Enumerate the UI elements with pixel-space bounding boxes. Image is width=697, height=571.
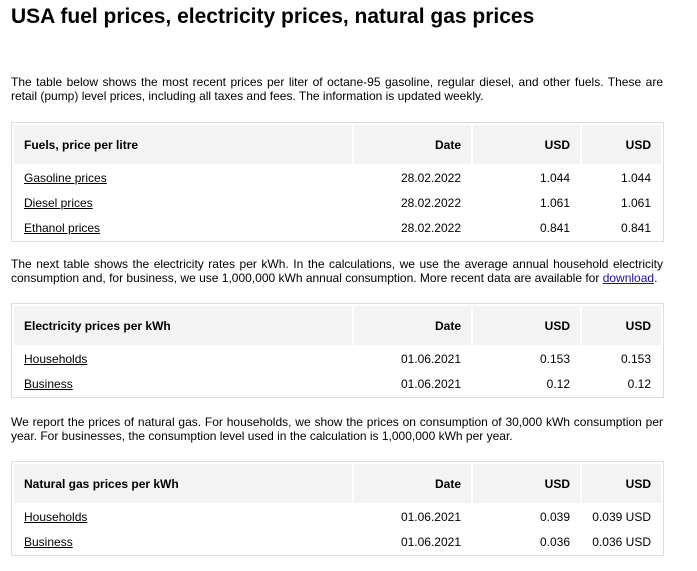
intro-text: The table below shows the most recent pr… xyxy=(11,75,663,103)
gas-table: Natural gas prices per kWh Date USD USD Hous… xyxy=(11,461,664,556)
header-cell: USD xyxy=(582,464,661,503)
header-row: Fuels, price per litre Date USD USD xyxy=(14,125,661,164)
table-row: Households 01.06.2021 0.153 0.153 xyxy=(14,347,661,370)
table-row: Business 01.06.2021 0.12 0.12 xyxy=(14,372,661,395)
table-cell: 28.02.2022 xyxy=(400,170,461,185)
header-cell: USD xyxy=(473,306,580,345)
table-cell: 1.061 xyxy=(620,195,651,210)
table-cell: 0.841 xyxy=(539,220,570,235)
fuel-table: Fuels, price per litre Date USD USD Gasoline… xyxy=(11,122,664,242)
table-cell: 1.044 xyxy=(620,170,651,185)
table-cell: 0.12 xyxy=(546,376,570,391)
table-cell: Ethanol prices xyxy=(14,216,352,239)
table-cell: 0.153 xyxy=(539,351,570,366)
table-cell: 01.06.2021 xyxy=(400,351,461,366)
header-row: Electricity prices per kWh Date USD USD xyxy=(14,306,661,345)
row-link[interactable]: Ethanol prices xyxy=(24,220,101,235)
table-row: Households 01.06.2021 0.039 0.039 USD xyxy=(14,505,661,528)
header-cell: Date xyxy=(354,464,471,503)
table-cell: 01.06.2021 xyxy=(400,534,461,549)
table-row: Diesel prices 28.02.2022 1.061 1.061 xyxy=(14,191,661,214)
header-cell: Natural gas prices per kWh xyxy=(14,464,352,503)
table-cell: 0.039 USD xyxy=(592,509,651,524)
table-cell: 0.036 xyxy=(539,534,570,549)
table-cell: 0.039 xyxy=(539,509,570,524)
text: . xyxy=(654,271,658,285)
header-cell: USD xyxy=(473,125,580,164)
table-row: Gasoline prices 28.02.2022 1.044 1.044 xyxy=(14,166,661,189)
table-cell: Gasoline prices xyxy=(14,166,352,189)
row-link[interactable]: Households xyxy=(24,351,88,366)
electricity-table: Electricity prices per kWh Date USD USD Hous… xyxy=(11,303,664,398)
gas-text: We report the prices of natural gas. For… xyxy=(11,415,663,443)
table-cell: 1.044 xyxy=(539,170,570,185)
table-cell: 0.841 xyxy=(620,220,651,235)
row-link[interactable]: Gasoline prices xyxy=(24,170,107,185)
table-cell: Diesel prices xyxy=(14,191,352,214)
header-cell: Date xyxy=(354,306,471,345)
header-cell: USD xyxy=(582,125,661,164)
table-cell: Households xyxy=(14,505,352,528)
row-link[interactable]: Diesel prices xyxy=(24,195,93,210)
download-link[interactable]: download xyxy=(602,271,655,285)
table-cell: 28.02.2022 xyxy=(400,220,461,235)
table-cell: 0.036 USD xyxy=(592,534,651,549)
table-cell: Business xyxy=(14,372,352,395)
table-row: Business 01.06.2021 0.036 0.036 USD xyxy=(14,530,661,553)
electricity-text: The next table shows the electricity rat… xyxy=(11,257,663,285)
header-cell: Fuels, price per litre xyxy=(14,125,352,164)
table-cell: 01.06.2021 xyxy=(400,376,461,391)
header-cell: USD xyxy=(473,464,580,503)
header-cell: USD xyxy=(582,306,661,345)
table-cell: Business xyxy=(14,530,352,553)
row-link[interactable]: Households xyxy=(24,509,88,524)
header-row: Natural gas prices per kWh Date USD USD xyxy=(14,464,661,503)
table-cell: 0.153 xyxy=(620,351,651,366)
page-title: USA fuel prices, electricity prices, nat… xyxy=(11,5,535,28)
table-cell: 0.12 xyxy=(627,376,651,391)
row-link[interactable]: Business xyxy=(24,534,73,549)
table-cell: 1.061 xyxy=(539,195,570,210)
header-cell: Date xyxy=(354,125,471,164)
text: The next table shows the electricity rat… xyxy=(11,257,663,285)
table-cell: 28.02.2022 xyxy=(400,195,461,210)
row-link[interactable]: Business xyxy=(24,376,73,391)
header-cell: Electricity prices per kWh xyxy=(14,306,352,345)
table-cell: 01.06.2021 xyxy=(400,509,461,524)
table-row: Ethanol prices 28.02.2022 0.841 0.841 xyxy=(14,216,661,239)
table-cell: Households xyxy=(14,347,352,370)
